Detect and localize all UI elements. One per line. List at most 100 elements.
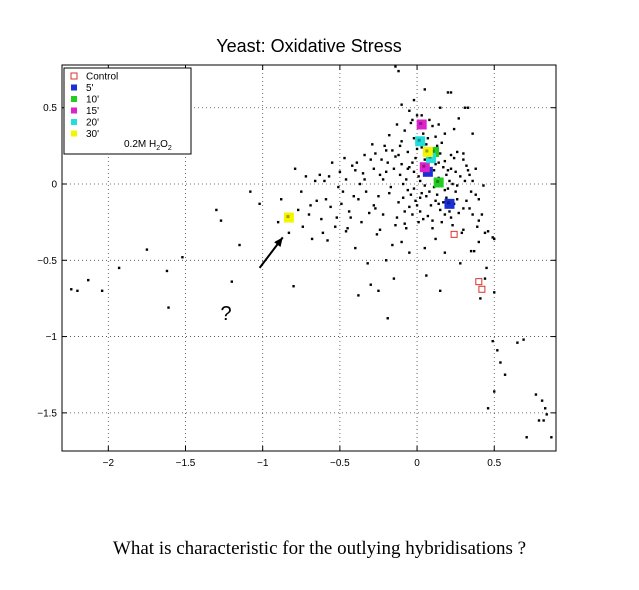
- gene-point: [361, 172, 365, 175]
- gene-point: [181, 256, 184, 259]
- gene-point: [351, 164, 354, 167]
- gene-point: [411, 161, 414, 164]
- gene-point: [423, 184, 426, 187]
- gene-point: [389, 185, 393, 189]
- gene-point: [465, 164, 468, 167]
- gene-point: [449, 167, 453, 170]
- gene-point: [343, 156, 346, 160]
- series-point: [425, 153, 436, 164]
- gene-point: [425, 143, 428, 146]
- gene-point: [315, 199, 318, 202]
- gene-point: [525, 436, 528, 439]
- gene-point: [403, 222, 406, 225]
- gene-point: [355, 161, 359, 164]
- gene-point: [167, 306, 170, 309]
- gene-point: [479, 297, 482, 300]
- legend-label: Control: [86, 72, 118, 83]
- gene-point: [451, 182, 454, 186]
- gene-point: [449, 216, 453, 219]
- gene-point: [493, 291, 496, 294]
- gene-point: [293, 167, 297, 170]
- gene-point: [392, 167, 396, 170]
- gene-point: [426, 137, 430, 140]
- series-point-overlap: [422, 164, 426, 168]
- gene-point: [442, 201, 445, 204]
- gene-point: [388, 133, 391, 137]
- gene-point: [434, 237, 437, 241]
- gene-point: [388, 191, 391, 195]
- gene-point: [442, 166, 445, 169]
- x-tick-label: −0.5: [330, 458, 350, 469]
- gene-point: [472, 249, 476, 253]
- gene-point: [462, 152, 465, 155]
- gene-point: [516, 341, 519, 344]
- gene-point: [309, 204, 312, 207]
- gene-point: [408, 166, 411, 169]
- gene-point: [435, 193, 439, 196]
- gene-point: [486, 407, 490, 410]
- gene-point: [414, 199, 417, 202]
- gene-point: [145, 248, 149, 251]
- gene-point: [418, 179, 422, 183]
- gene-point: [358, 182, 362, 186]
- legend-label: 15': [86, 106, 99, 117]
- gene-point: [346, 227, 349, 230]
- gene-point: [477, 198, 481, 201]
- series-point-overlap: [286, 215, 290, 219]
- x-tick-label: −2: [103, 458, 115, 469]
- gene-point: [415, 204, 419, 207]
- gene-point: [477, 219, 481, 222]
- gene-point: [418, 196, 422, 199]
- gene-point: [471, 213, 474, 216]
- gene-point: [446, 169, 450, 172]
- gene-point: [408, 205, 411, 209]
- gene-point: [406, 167, 409, 170]
- gene-point: [460, 231, 464, 235]
- y-tick-label: −1.5: [37, 408, 57, 419]
- legend-label: 10': [86, 95, 99, 106]
- legend-note: 0.2M H2O2: [124, 139, 172, 152]
- gene-point: [304, 175, 308, 178]
- gene-point: [454, 190, 457, 193]
- gene-point: [368, 211, 371, 215]
- series-point: [415, 136, 426, 147]
- series-point-overlap: [436, 179, 440, 183]
- series-point-overlap: [431, 149, 435, 153]
- gene-point: [491, 236, 494, 239]
- gene-point: [483, 231, 487, 235]
- gene-point: [357, 198, 360, 201]
- gene-point: [445, 173, 448, 177]
- gene-point: [434, 135, 437, 138]
- gene-point: [354, 169, 357, 172]
- gene-point: [397, 201, 400, 204]
- gene-point: [426, 214, 430, 218]
- gene-point: [338, 170, 342, 173]
- gene-point: [327, 175, 331, 178]
- gene-point: [448, 210, 451, 213]
- gene-point: [466, 106, 470, 109]
- gene-point: [432, 169, 436, 172]
- gene-point: [400, 140, 403, 143]
- gene-point: [357, 294, 360, 297]
- gene-point: [381, 213, 385, 216]
- gene-point: [403, 129, 406, 132]
- gene-point: [463, 179, 467, 183]
- gene-point: [395, 123, 399, 126]
- gene-point: [334, 225, 337, 228]
- gene-point: [363, 178, 366, 181]
- gene-point: [550, 436, 553, 439]
- gene-point: [431, 227, 434, 230]
- gene-point: [408, 251, 411, 254]
- gene-point: [452, 156, 456, 160]
- gene-point: [420, 191, 423, 195]
- gene-point: [476, 225, 479, 228]
- legend-marker: [71, 107, 77, 114]
- gene-point: [428, 118, 431, 122]
- gene-point: [437, 123, 440, 126]
- gene-point: [491, 339, 494, 343]
- gene-point: [301, 225, 305, 228]
- gene-point: [451, 223, 454, 227]
- gene-point: [437, 202, 440, 206]
- gene-point: [422, 217, 425, 221]
- gene-point: [371, 143, 374, 146]
